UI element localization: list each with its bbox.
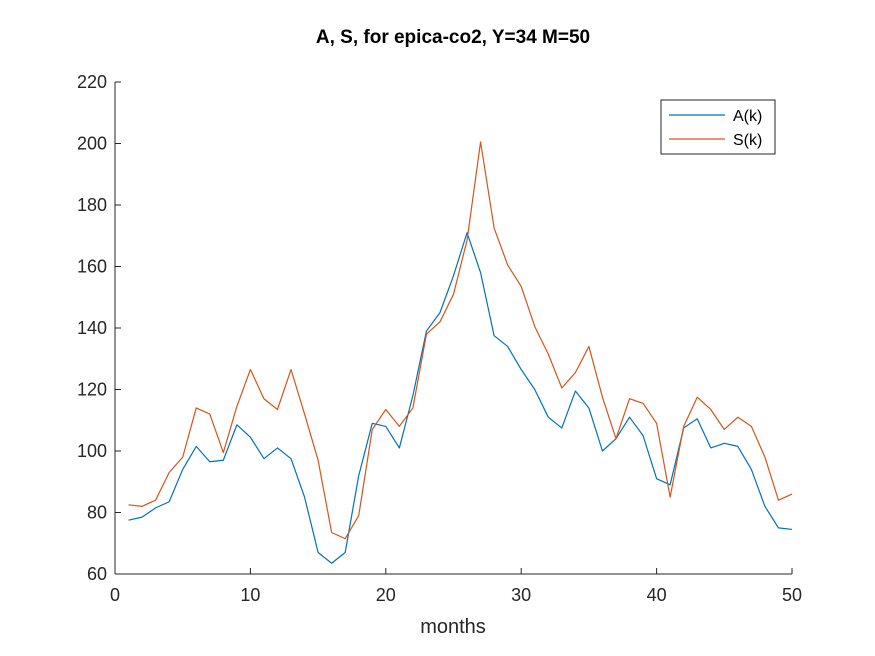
x-tick-label: 50 [782,585,802,605]
legend-label: S(k) [733,132,762,149]
y-tick-label: 180 [77,195,107,215]
y-tick-label: 200 [77,134,107,154]
chart-title: A, S, for epica-co2, Y=34 M=50 [316,27,590,48]
x-axis-label: months [420,616,486,638]
y-tick-label: 60 [87,564,107,584]
y-tick-label: 120 [77,380,107,400]
x-tick-label: 30 [511,585,531,605]
x-tick-label: 40 [647,585,667,605]
legend: A(k) S(k) [660,99,776,155]
series-layer [128,141,793,564]
y-tick-label: 140 [77,318,107,338]
y-tick-label: 160 [77,257,107,277]
x-tick-label: 0 [110,585,120,605]
y-tick-label: 100 [77,441,107,461]
plot-axes: 0 10 20 30 40 50 60 80 100 120 140 160 180 200 220 [77,72,802,605]
y-tick-label: 220 [77,72,107,92]
legend-label: A(k) [733,108,762,125]
x-tick-label: 20 [376,585,396,605]
legend-box [660,99,776,155]
x-tick-label: 10 [240,585,260,605]
y-tick-label: 80 [87,503,107,523]
series-line-s [128,141,793,540]
